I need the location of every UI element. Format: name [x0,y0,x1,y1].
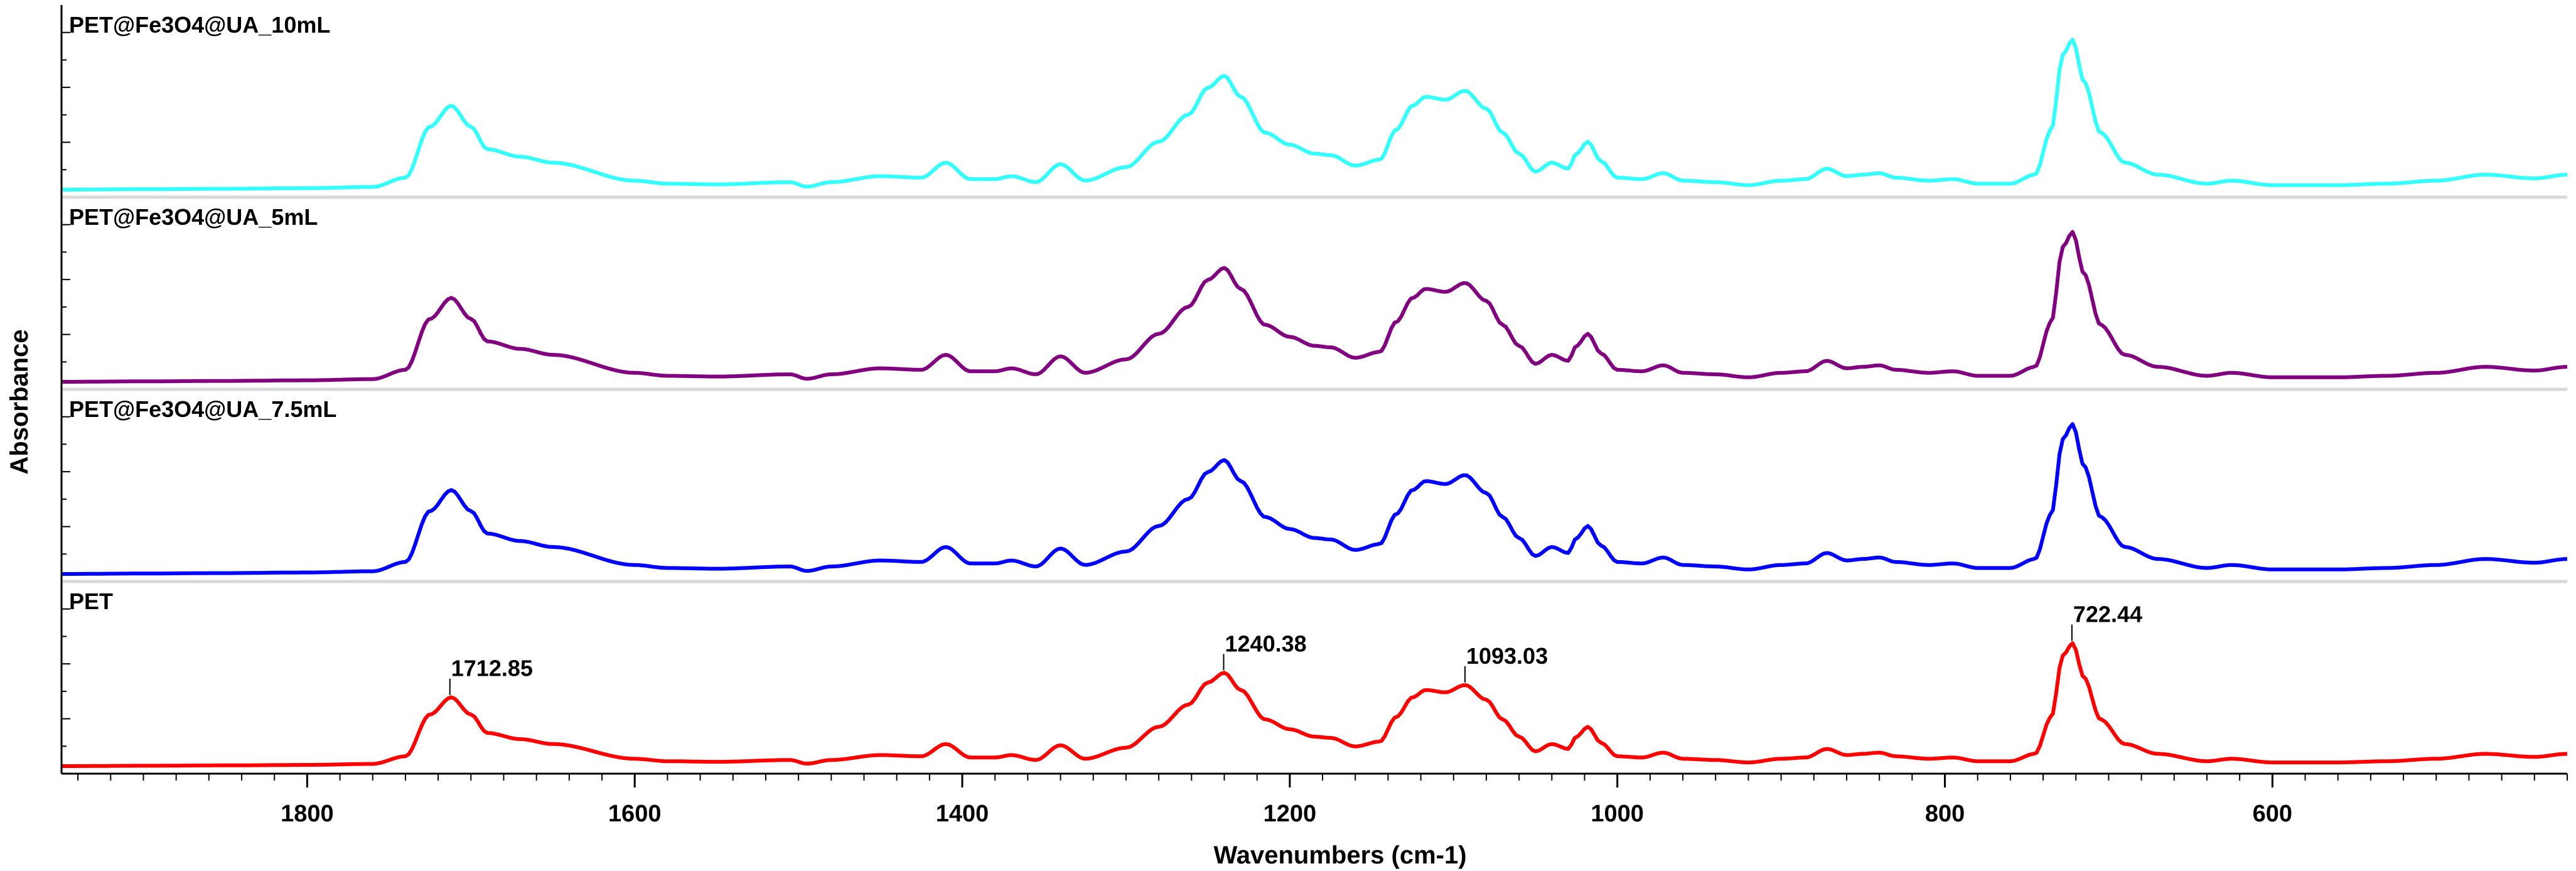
series-line-1 [62,230,2568,384]
peak-annotation-2: 1093.03 [1466,643,1548,669]
x-tick-label-1: 1600 [608,801,662,827]
plot-area: PET@Fe3O4@UA_10mL PET@Fe3O4@UA_5mL PET@Fe3… [62,12,2568,768]
series-line-2 [62,422,2568,576]
x-tick-label-2: 1400 [936,801,989,827]
y-axis-label: Absorbance [6,329,33,474]
axes-layer: 1800 1600 1400 1200 1000 800 600 [60,5,2568,827]
labels-layer: Absorbance Wavenumbers (cm-1) [6,329,1467,869]
series-line-0 [62,38,2568,192]
series-label-0: PET@Fe3O4@UA_10mL [69,12,330,38]
peak-annotation-3: 722.44 [2073,602,2142,627]
peak-annotation-0: 1712.85 [451,656,533,681]
x-tick-label-5: 800 [1925,801,1965,827]
series-line-3 [62,641,2568,768]
peak-annotation-1: 1240.38 [1225,630,1307,656]
x-tick-label-3: 1200 [1264,801,1317,827]
x-tick-label-4: 1000 [1591,801,1644,827]
x-tick-label-0: 1800 [281,801,334,827]
x-tick-label-6: 600 [2253,801,2292,827]
x-axis-label: Wavenumbers (cm-1) [1213,841,1466,869]
series-label-1: PET@Fe3O4@UA_5mL [69,204,318,230]
series-label-2: PET@Fe3O4@UA_7.5mL [69,396,336,422]
series-label-3: PET [69,588,113,614]
